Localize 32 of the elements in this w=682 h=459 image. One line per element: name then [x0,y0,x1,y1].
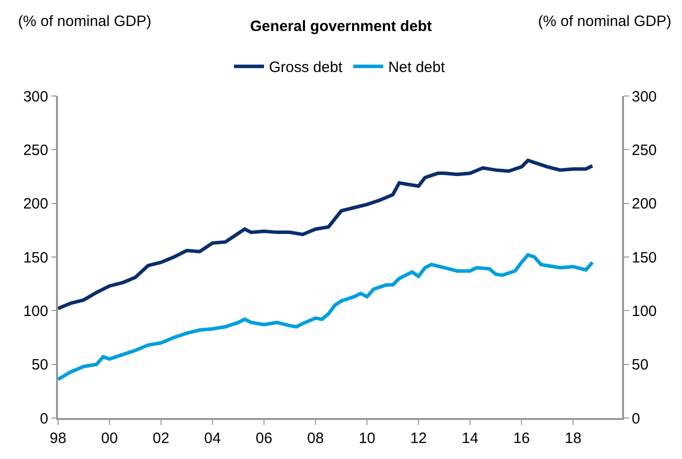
y2-tick-label: 150 [632,249,657,266]
y-axis-title: (% of nominal GDP) [18,13,152,30]
line-series [58,253,594,382]
legend-label: Gross debt [269,59,344,76]
x-tick-label: 12 [410,430,427,447]
x-tick-label: 18 [564,430,582,447]
y2-axis-title: (% of nominal GDP) [538,13,672,30]
y-tick-label: 100 [23,302,48,320]
chart-title: General government debt [250,18,432,36]
y2-tick-label: 50 [632,356,648,374]
line-series [58,158,594,310]
x-tick-label: 02 [152,430,170,447]
y2-tick-label: 250 [632,142,657,159]
x-tick-label: 08 [307,430,324,447]
x-tick-label: 04 [204,430,221,447]
y2-tick-label: 0 [632,410,640,428]
y-tick-label: 250 [23,142,48,159]
x-tick-label: 10 [358,430,376,447]
y2-tick-label: 300 [632,88,657,106]
legend-label: Net debt [388,59,446,76]
y-tick-label: 200 [23,196,48,213]
y2-tick-label: 100 [632,302,657,320]
x-tick-label: 98 [50,430,66,447]
x-tick-label: 00 [101,430,118,447]
x-tick-label: 16 [513,430,530,447]
y2-tick-label: 200 [632,196,657,213]
y-tick-label: 150 [23,249,48,266]
x-tick-label: 06 [256,430,272,447]
x-tick-label: 14 [462,430,478,447]
y-tick-label: 0 [40,410,48,428]
y-tick-label: 300 [23,88,48,106]
y-tick-label: 50 [32,356,48,374]
